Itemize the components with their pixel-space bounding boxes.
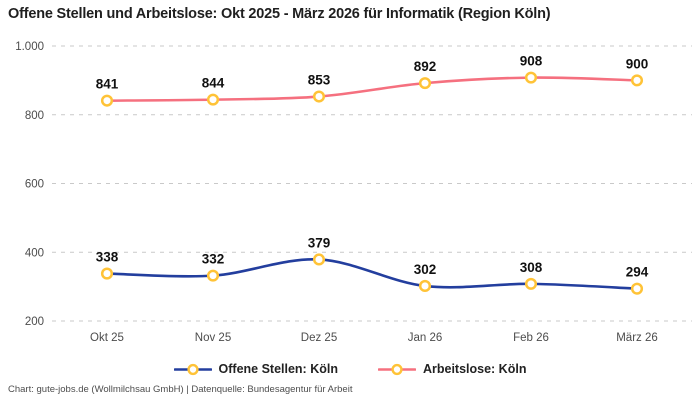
data-point-marker[interactable] — [418, 77, 432, 90]
x-tick-label: Nov 25 — [195, 332, 231, 344]
data-point-label: 844 — [202, 76, 225, 91]
data-point-label: 332 — [202, 252, 225, 267]
y-tick-label: 400 — [25, 247, 44, 259]
chart-legend: Offene Stellen: Köln Arbeitslose: Köln — [0, 360, 700, 378]
legend-item-offene-stellen[interactable]: Offene Stellen: Köln — [173, 362, 338, 376]
data-point-label: 379 — [308, 235, 331, 250]
data-point-marker[interactable] — [206, 93, 220, 106]
chart-title: Offene Stellen und Arbeitslose: Okt 2025… — [8, 6, 551, 22]
legend-line-marker-icon — [377, 363, 416, 375]
x-tick-label: Okt 25 — [90, 332, 124, 344]
series-line-1 — [105, 76, 639, 102]
data-point-label: 302 — [414, 262, 437, 277]
y-tick-label: 1.000 — [15, 41, 44, 53]
data-point-marker[interactable] — [418, 279, 432, 292]
line-chart-plot-area: 1.000 800 600 400 200 Okt 25 Nov 25 Dez 25 Jan 2… — [15, 41, 692, 344]
x-tick-label: März 26 — [616, 332, 658, 344]
y-tick-label: 800 — [25, 110, 44, 122]
data-point-marker[interactable] — [312, 253, 326, 266]
data-point-marker[interactable] — [312, 90, 326, 103]
data-point-marker[interactable] — [524, 71, 538, 84]
legend-line-marker-icon — [173, 363, 212, 375]
data-point-label: 908 — [520, 54, 543, 69]
x-tick-label: Jan 26 — [408, 332, 443, 344]
data-point-marker[interactable] — [630, 74, 644, 87]
data-point-label: 841 — [96, 77, 119, 92]
legend-item-arbeitslose[interactable]: Arbeitslose: Köln — [377, 362, 527, 376]
y-tick-label: 600 — [25, 179, 44, 191]
x-tick-label: Dez 25 — [301, 332, 337, 344]
data-point-marker[interactable] — [630, 282, 644, 295]
data-point-label: 900 — [626, 56, 649, 71]
y-tick-label: 200 — [25, 316, 44, 328]
legend-label-arbeitslose: Arbeitslose: Köln — [422, 362, 527, 376]
data-point-label: 338 — [96, 250, 119, 265]
x-tick-label: Feb 26 — [513, 332, 549, 344]
data-point-label: 308 — [520, 260, 543, 275]
data-point-marker[interactable] — [524, 277, 538, 290]
data-point-marker[interactable] — [100, 94, 114, 107]
data-point-label: 294 — [626, 265, 649, 280]
data-point-label: 853 — [308, 73, 331, 88]
data-point-label: 892 — [414, 59, 437, 74]
data-point-marker[interactable] — [206, 269, 220, 282]
chart-attribution: Chart: gute-jobs.de (Wollmilchsau GmbH) … — [8, 384, 353, 395]
data-point-marker[interactable] — [100, 267, 114, 280]
series-line-0 — [105, 258, 639, 290]
legend-label-offene-stellen: Offene Stellen: Köln — [218, 362, 338, 376]
